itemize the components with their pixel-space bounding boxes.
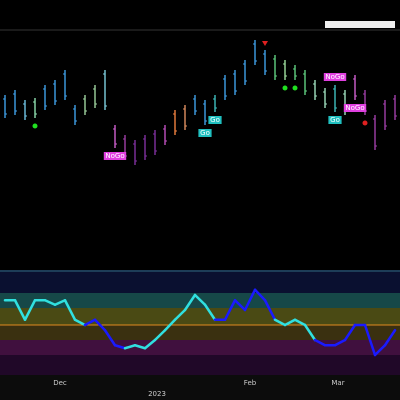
oscillator-segment: [283, 318, 297, 327]
oscillator-bands: [0, 272, 400, 375]
oscillator-segment: [93, 318, 107, 332]
annotation-box: [343, 104, 367, 112]
annotation: Go: [210, 116, 220, 124]
oscillator-segment: [43, 299, 57, 306]
oscillator-segment: [253, 288, 267, 302]
oscillator-segment: [163, 318, 177, 332]
oscillator-segment: [63, 299, 77, 321]
oscillator-segment: [363, 323, 377, 357]
oscillator-segment: [303, 323, 317, 342]
oscillator-segment: [123, 344, 137, 350]
oscillator-segment: [153, 329, 167, 342]
oscillator-segment: [233, 299, 247, 312]
annotation-box: [198, 129, 212, 137]
oscillator-segment: [143, 338, 157, 350]
oscillator-segment: [293, 318, 307, 327]
annotation: Go: [330, 116, 340, 124]
annotation: NoGo: [325, 73, 344, 81]
oscillator-segment: [263, 299, 277, 321]
annotation-box: [323, 73, 347, 81]
signal-dot: [292, 85, 298, 91]
band: [0, 325, 400, 340]
oscillator-segment: [343, 323, 357, 342]
oscillator-segment: [103, 329, 117, 347]
oscillator-segment: [333, 338, 347, 347]
oscillator-segment: [83, 318, 97, 327]
oscillator-segment: [133, 344, 147, 350]
oscillator-segment: [243, 288, 257, 312]
x-tick-label: Mar: [331, 379, 344, 387]
annotation-box: [208, 116, 222, 124]
oscillator-segment: [203, 303, 217, 321]
oscillator-segment: [113, 344, 127, 350]
annotation-box: [328, 116, 342, 124]
signal-triangle: [262, 41, 268, 46]
band: [0, 272, 400, 293]
oscillator-segment: [13, 299, 27, 321]
toolbar-bar: [325, 21, 395, 28]
x-tick-label: Feb: [244, 379, 257, 387]
year-label: 2023: [148, 390, 166, 398]
signal-dot: [282, 85, 288, 91]
oscillator-segment: [193, 293, 207, 306]
oscillator-segment: [23, 299, 37, 321]
oscillator-segment: [173, 308, 187, 321]
oscillator-segment: [383, 329, 397, 347]
oscillator-segment: [183, 293, 197, 312]
oscillator-segment: [373, 344, 387, 357]
x-tick-label: Dec: [53, 379, 67, 387]
signal-dot: [362, 120, 368, 126]
band: [0, 355, 400, 375]
x-axis: [0, 375, 400, 400]
oscillator-segment: [53, 299, 67, 306]
signal-dot: [32, 123, 38, 129]
oscillator-segment: [223, 299, 237, 321]
annotation: NoGo: [345, 104, 364, 112]
band: [0, 308, 400, 325]
annotation: NoGo: [105, 152, 124, 160]
annotation-box: [103, 152, 127, 160]
oscillator-segment: [273, 318, 287, 327]
band: [0, 340, 400, 355]
oscillator-segment: [73, 318, 87, 327]
annotation: Go: [200, 129, 210, 137]
oscillator-segment: [313, 338, 327, 347]
